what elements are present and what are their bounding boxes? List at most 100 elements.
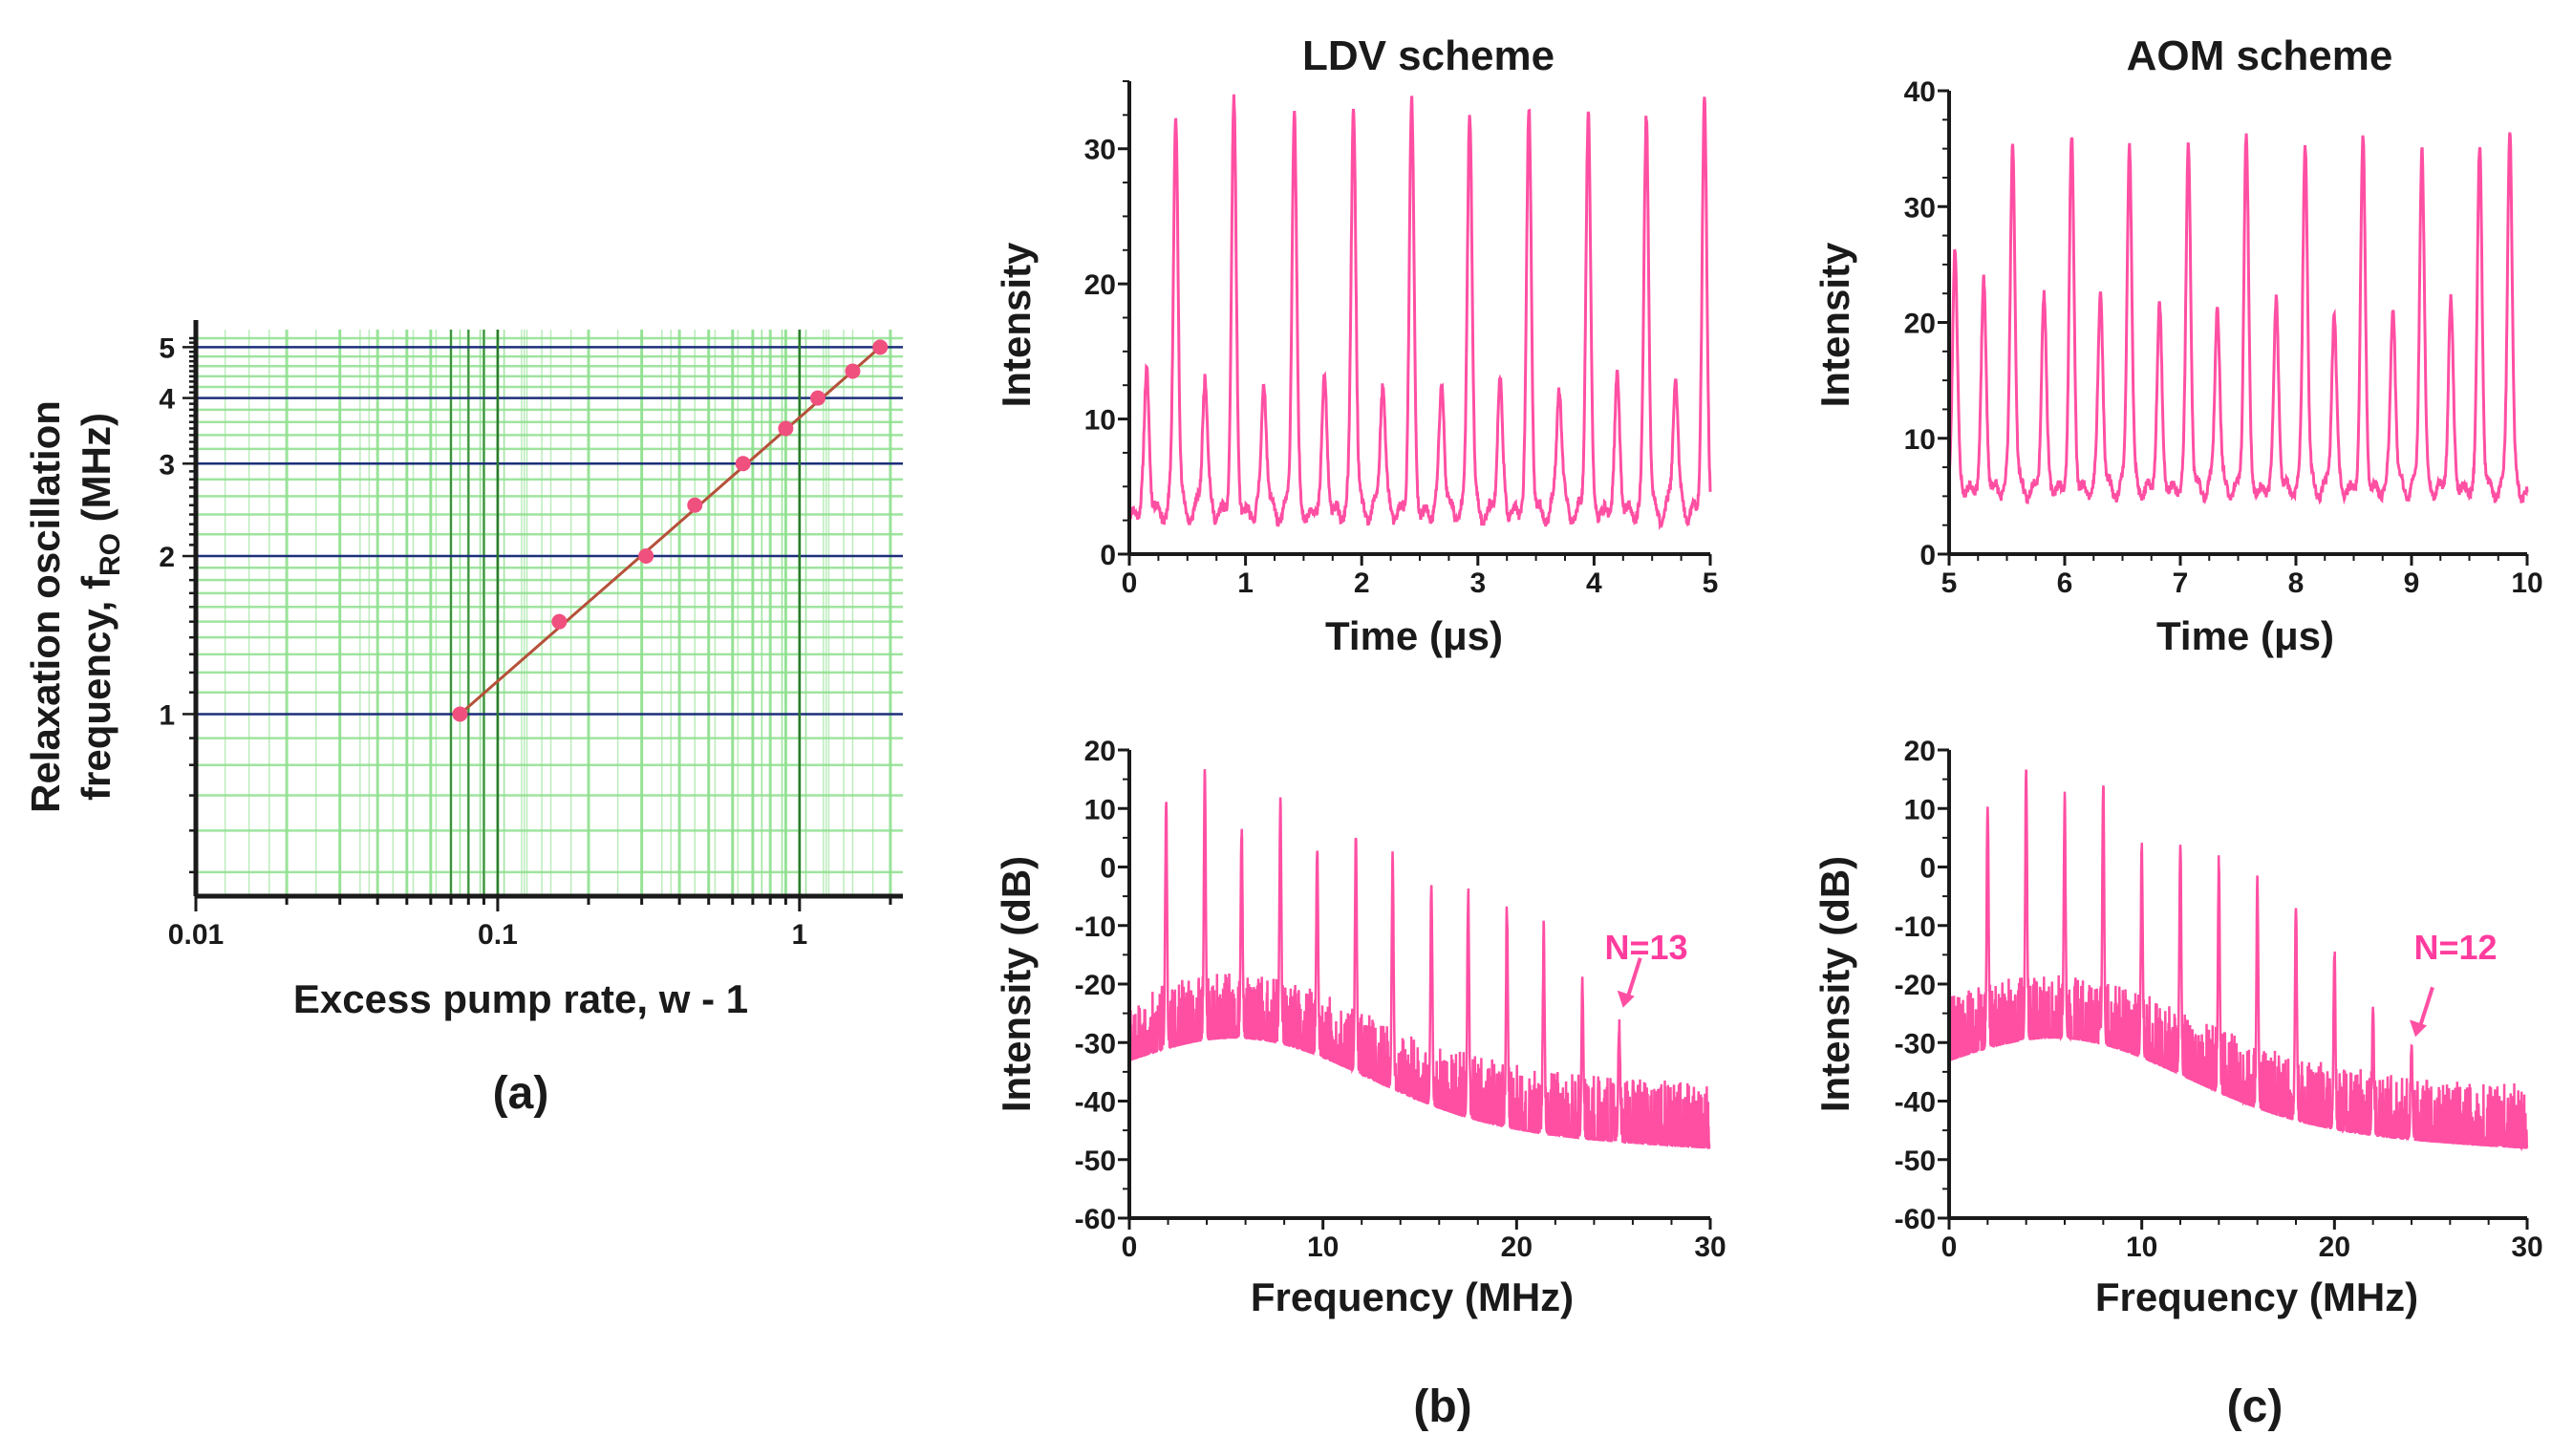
panel-a-data-point [872,339,889,355]
panel-c-spec-x-tick-label: 20 [2319,1231,2350,1263]
panel-a-data-point [809,390,826,406]
panel-c-spec-y-tick-label: 0 [1919,853,1936,885]
panel-a-tick-labels: 0.01 0.1 1 1 2 3 4 5 [159,332,807,951]
panel-b-time-x-tick-label: 2 [1354,567,1370,599]
panel-c-time-trace: AOM scheme 5 6 7 8 9 10 0 10 20 30 40 Time (μs) In… [1812,32,2543,658]
panel-c-n12-annotation: N=12 [2410,928,2498,1038]
panel-c-spec-y-tick-label: -50 [1895,1146,1936,1177]
panel-b-spec-y-tick-label: -20 [1075,970,1116,1001]
panel-a-data-point [638,548,654,565]
panel-a-y-label-main: frequency, f [74,575,118,801]
panel-c-spec-x-tick-label: 0 [1941,1231,1958,1263]
panel-a-x-tick-label: 1 [791,919,807,951]
panel-b-time-y-tick-label: 30 [1084,135,1116,166]
panel-a-y-label-unit: (MHz) [74,413,118,533]
panel-c-time-y-tick-label: 10 [1904,424,1936,456]
panel-b-annotation-arrow [1624,957,1642,1001]
panel-b-time-axes [1118,80,1712,566]
panel-b-spec-y-tick-label: -50 [1075,1146,1116,1177]
panel-a-fit-line [459,346,882,716]
panel-a-grid [194,330,903,896]
panel-c-spectrum-line [1948,769,2529,1152]
panel-c-spec-y-tick-label: -10 [1895,911,1936,943]
panel-a-y-label-line2: frequency, fRO (MHz) [74,413,126,801]
panel-b-spec-x-tick-label: 10 [1307,1231,1339,1263]
panel-b-annotation-label: N=13 [1604,928,1687,967]
panel-c-annotation-label: N=12 [2413,928,2497,967]
panel-c-time-y-tick-label: 0 [1919,540,1936,571]
panel-c-time-axes [1938,89,2529,566]
panel-a-frequency-vs-pump: 0.01 0.1 1 1 2 3 4 5 Excess pump rate, w - 1 Re… [23,320,903,1119]
panel-c-spectrum: 0 10 20 30 -60 -50 -40 -30 -20 -10 0 10 20 N=12 Freq… [1812,736,2543,1432]
panel-a-axes [182,320,903,911]
panel-c-time-x-tick-label: 6 [2057,567,2073,599]
panel-b-spec-x-tick-label: 0 [1122,1231,1138,1263]
panel-b-n13-annotation: N=13 [1604,928,1688,1008]
panel-b-spectrum-x-label: Frequency (MHz) [1251,1274,1574,1319]
panel-a-label: (a) [493,1068,549,1119]
panel-b-time-x-tick-label: 1 [1237,567,1254,599]
panel-b-time-x-tick-label: 5 [1703,567,1719,599]
panel-a-y-label-sub: RO [95,533,126,576]
panel-a-y-tick-label: 2 [159,542,175,573]
panel-b-spectrum-axes [1118,748,1712,1230]
panel-c-spec-y-tick-label: 20 [1904,736,1936,767]
panel-c-spectrum-axes [1938,748,2529,1230]
panel-a-x-tick-label: 0.1 [478,919,518,951]
panel-a-data-point [778,420,794,437]
panel-c-spec-y-tick-label: 10 [1904,794,1936,825]
panel-c-time-series-line [1947,132,2529,505]
panel-b-time-series-line [1127,94,1712,530]
panel-b-spec-y-tick-label: 0 [1100,853,1116,885]
panel-c-time-x-tick-label: 9 [2404,567,2420,599]
panel-c-time-tick-labels: 5 6 7 8 9 10 0 10 20 30 40 [1904,76,2543,599]
panel-b-spectrum: 0 10 20 30 -60 -50 -40 -30 -20 -10 0 10 20 N=13 Freq… [994,736,1726,1432]
panel-b-time-y-label: Intensity [994,242,1039,407]
panel-b-time-x-tick-label: 0 [1122,567,1138,599]
panel-c-time-x-tick-label: 10 [2511,567,2542,599]
panel-c-time-x-label: Time (μs) [2156,613,2334,658]
panel-b-spec-y-tick-label: -10 [1075,911,1116,943]
panel-a-data-point [735,456,751,472]
panel-b-time-x-tick-label: 3 [1469,567,1486,599]
panel-b-spec-x-tick-label: 30 [1694,1231,1726,1263]
panel-a-data-point [551,613,568,630]
panel-c-label: (c) [2227,1381,2284,1432]
panel-c-time-y-tick-label: 40 [1904,76,1936,108]
panel-c-spec-y-tick-label: -30 [1895,1028,1936,1060]
panel-a-y-label-line1: Relaxation oscillation [23,400,68,813]
panel-c-title: AOM scheme [2127,32,2393,79]
panel-a-y-tick-label: 4 [159,384,175,416]
panel-b-time-trace: LDV scheme 0 1 2 3 4 5 0 10 20 30 Time (μs) Inten… [994,32,1718,658]
panel-c-time-y-tick-label: 30 [1904,192,1936,224]
panel-c-spectrum-tick-labels: 0 10 20 30 -60 -50 -40 -30 -20 -10 0 10 20 [1895,736,2543,1263]
panel-a-data-point [845,363,861,379]
panel-b-label: (b) [1413,1381,1471,1432]
panel-c-time-x-tick-label: 7 [2173,567,2189,599]
panel-b-time-x-tick-label: 4 [1586,567,1602,599]
panel-c-spec-y-tick-label: -60 [1895,1204,1936,1235]
panel-c-spec-x-tick-label: 10 [2126,1231,2157,1263]
panel-c-annotation-arrowhead [2410,1019,2427,1038]
panel-a-data-points [452,339,889,722]
panel-c-time-y-label: Intensity [1812,242,1857,407]
panel-a-data-point [452,706,468,722]
panel-b-time-tick-labels: 0 1 2 3 4 5 0 10 20 30 [1084,135,1719,599]
panel-c-time-x-tick-label: 8 [2288,567,2305,599]
panel-a-x-label: Excess pump rate, w - 1 [293,976,748,1021]
panel-c-annotation-arrow [2417,986,2434,1030]
panel-c-time-y-tick-label: 20 [1904,309,1936,340]
panel-b-spectrum-line [1127,769,1711,1150]
panel-b-spec-y-tick-label: -60 [1075,1204,1116,1235]
panel-c-spectrum-x-label: Frequency (MHz) [2095,1274,2418,1319]
panel-b-spec-y-tick-label: 10 [1084,794,1116,825]
panel-c-spec-y-tick-label: -20 [1895,970,1936,1001]
panel-c-spec-x-tick-label: 30 [2511,1231,2542,1263]
panel-b-annotation-arrowhead [1617,990,1635,1008]
panel-a-y-tick-label: 1 [159,699,175,731]
panel-b-time-y-tick-label: 10 [1084,405,1116,437]
panel-b-spec-x-tick-label: 20 [1501,1231,1533,1263]
panel-b-time-x-label: Time (μs) [1325,613,1503,658]
panel-b-spec-y-tick-label: -40 [1075,1087,1116,1119]
